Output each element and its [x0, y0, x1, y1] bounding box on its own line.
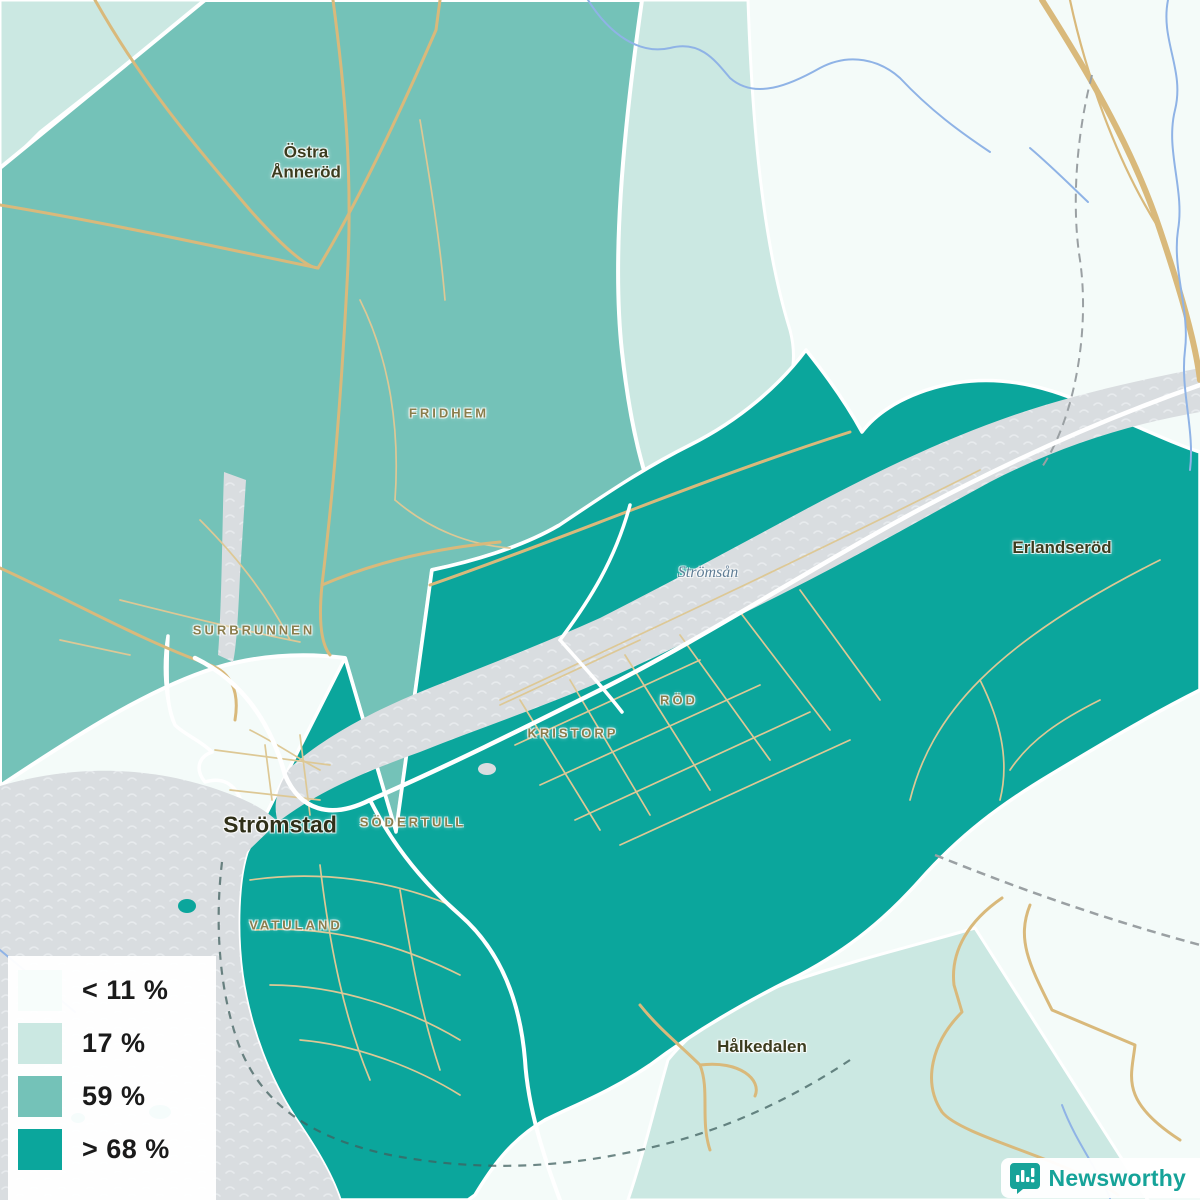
place-label-vatuland: VATULAND — [249, 917, 343, 933]
place-label-surbrunnen: SURBRUNNEN — [192, 622, 316, 638]
place-label-ostra-annerod: Östra Ånneröd — [271, 142, 341, 181]
legend-label: 59 % — [82, 1081, 146, 1111]
legend-label: < 11 % — [82, 975, 169, 1005]
place-label-sodertull: SÖDERTULL — [359, 814, 467, 830]
white-roads — [192, 382, 1200, 1200]
legend-row: 59 % — [8, 1072, 216, 1121]
railway — [217, 853, 1200, 1167]
legend-label: 17 % — [82, 1028, 146, 1058]
legend-row: < 11 % — [8, 966, 216, 1015]
legend-row: > 68 % — [8, 1125, 216, 1174]
highway-e6 — [1039, 0, 1200, 471]
place-label-line: Ånneröd — [271, 162, 341, 181]
pond — [478, 763, 496, 775]
legend-swatch-bin1 — [18, 970, 62, 1011]
legend-swatch-bin4 — [18, 1129, 62, 1170]
place-label-halkedalen: Hålkedalen — [717, 1037, 807, 1057]
water-inlet — [218, 472, 246, 662]
place-label-line: Östra — [283, 142, 329, 162]
legend-row: 17 % — [8, 1019, 216, 1068]
water-label-stromsan: Strömsån — [677, 564, 739, 581]
place-label-fridhem: FRIDHEM — [408, 405, 490, 421]
legend-label: > 68 % — [82, 1134, 170, 1164]
exclamation-dot — [1030, 1179, 1034, 1183]
place-label-erlandserod: Erlandseröd — [1012, 538, 1112, 558]
region-17pct-top-left-corner — [0, 0, 210, 174]
legend-swatch-bin3 — [18, 1076, 62, 1117]
exclamation-bar — [1030, 1168, 1034, 1177]
place-label-rod: RÖD — [660, 692, 698, 708]
newsworthy-branding: Newsworthy — [1000, 1158, 1200, 1198]
legend-swatch-bin2 — [18, 1023, 62, 1064]
newsworthy-logo-text: Newsworthy — [1048, 1164, 1186, 1191]
place-label-stromstad: Strömstad — [223, 811, 337, 838]
newsworthy-logo-icon — [1009, 1163, 1040, 1194]
legend: < 11 % 17 % 59 % > 68 % — [8, 956, 216, 1200]
place-label-kristorp: KRISTORP — [527, 725, 619, 741]
